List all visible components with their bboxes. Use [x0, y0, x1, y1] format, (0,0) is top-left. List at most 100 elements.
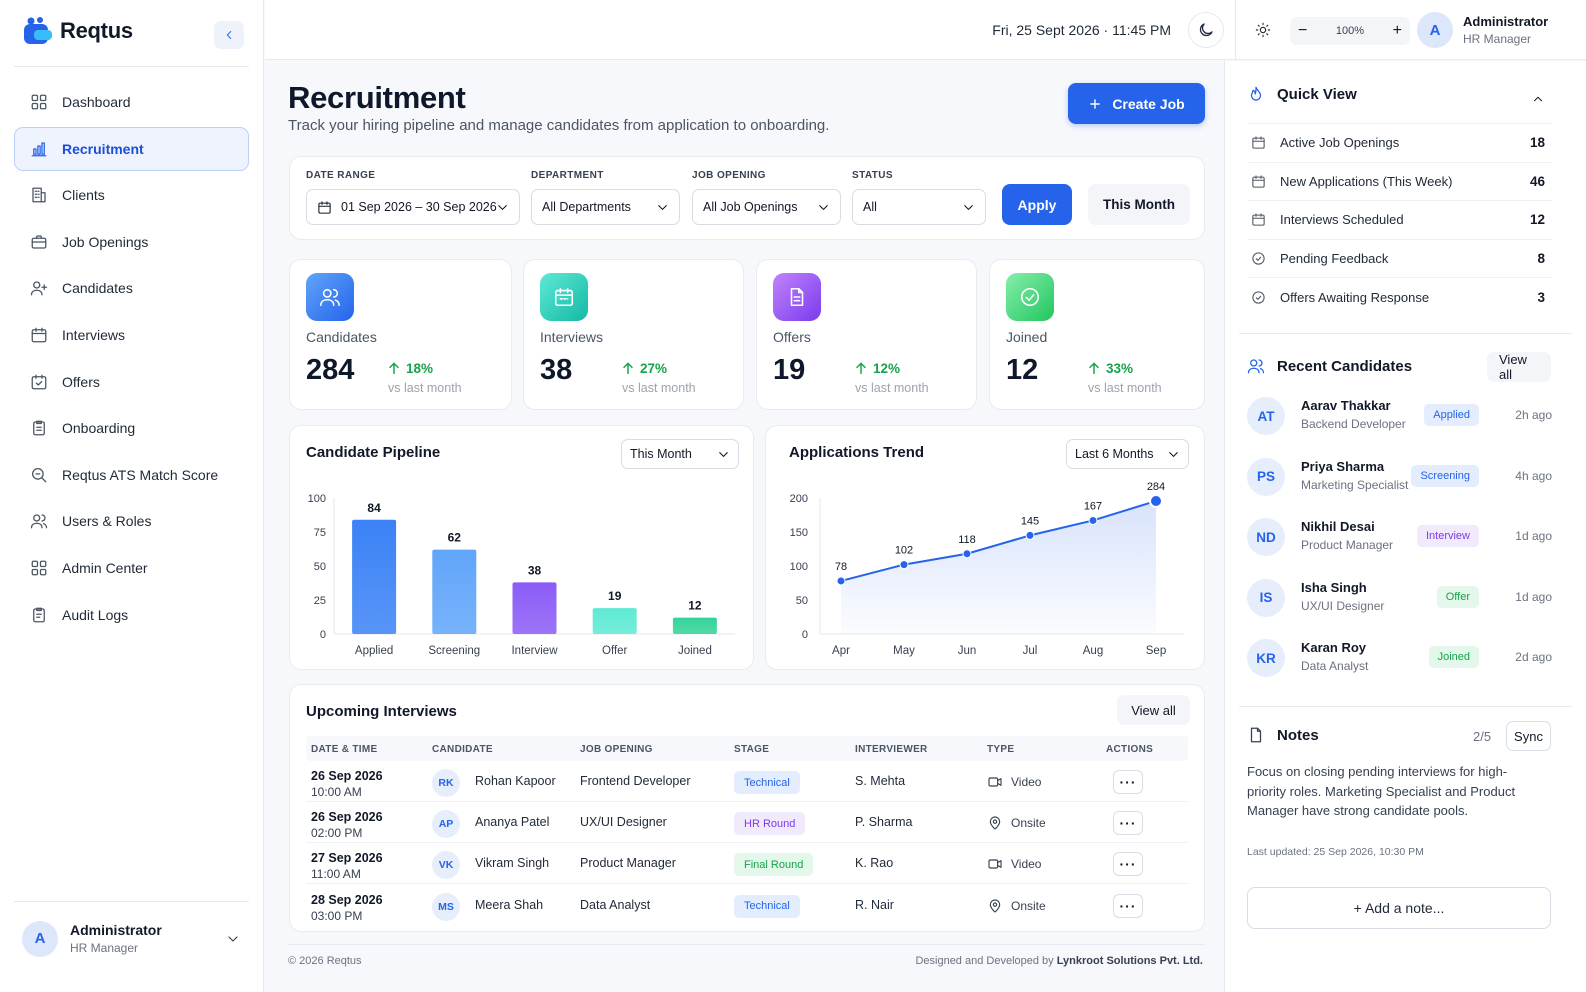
row-actions-button[interactable]: ··· [1113, 893, 1143, 918]
quick-view-label: Active Job Openings [1280, 135, 1400, 151]
sidebar-item-users-roles[interactable]: Users & Roles [14, 499, 249, 543]
status-select[interactable]: All [852, 189, 986, 225]
sidebar-item-recruitment[interactable]: Recruitment [14, 126, 249, 171]
sidebar-item-ats-match-score[interactable]: Reqtus ATS Match Score [14, 453, 249, 497]
candidate-name[interactable]: Ananya Patel [475, 815, 550, 830]
bar-applied[interactable] [352, 519, 397, 634]
brand-logo[interactable]: Reqtus [22, 16, 133, 46]
interviewer: S. Mehta [855, 774, 906, 788]
users-icon [306, 273, 354, 321]
job-opening-select[interactable]: All Job Openings [692, 189, 841, 225]
quick-view-item[interactable]: Interviews Scheduled 12 [1247, 200, 1552, 239]
trend-point-jun[interactable] [962, 549, 972, 559]
add-note-button[interactable]: + Add a note... [1247, 887, 1551, 929]
topbar-user-menu[interactable]: A Administrator HR Manager [1417, 12, 1548, 48]
recent-candidate-item[interactable]: ND Nikhil Desai Product Manager Interview 1d… [1247, 508, 1552, 568]
current-datetime: Fri, 25 Sept 2026 · 11:45 PM [992, 22, 1171, 38]
sidebar-item-interviews[interactable]: Interviews [14, 313, 249, 357]
row-actions-button[interactable]: ··· [1113, 852, 1143, 877]
clipboard-icon [33, 420, 45, 436]
clock-check-icon [1252, 252, 1265, 265]
table-row[interactable]: 28 Sep 2026 03:00 PM MS Meera Shah Data Anal… [306, 885, 1188, 926]
table-row[interactable]: 27 Sep 2026 11:00 AM VK Vikram Singh Product… [306, 843, 1188, 885]
candidate-role: UX/UI Designer [1301, 598, 1385, 613]
trend-point-jul[interactable] [1025, 530, 1035, 540]
column-header: TYPE [987, 744, 1015, 755]
y-tick-label: 75 [314, 527, 326, 539]
status-badge: Screening [1411, 464, 1479, 487]
briefcase-icon [31, 235, 47, 249]
pipeline-period-select[interactable]: This Month [621, 439, 739, 469]
collapse-quick-view-button[interactable] [1524, 87, 1552, 111]
zoom-in-button[interactable]: + [1392, 22, 1402, 39]
row-actions-button[interactable]: ··· [1113, 770, 1143, 794]
flame-icon [1250, 86, 1262, 101]
quick-view-item[interactable]: New Applications (This Week) 46 [1247, 161, 1552, 201]
stat-card-offers[interactable]: Offers 19 12% vs last month [756, 259, 977, 410]
quick-view-title: Quick View [1277, 85, 1357, 103]
trend-period-select[interactable]: Last 6 Months [1066, 439, 1189, 469]
trend-point-apr[interactable] [836, 576, 846, 586]
x-tick-label: Jul [1023, 645, 1038, 657]
this-month-button[interactable]: This Month [1088, 184, 1190, 225]
quick-view-item[interactable]: Active Job Openings 18 [1247, 123, 1552, 162]
right-panel-divider [1239, 706, 1572, 707]
trend-point-sep[interactable] [1149, 494, 1163, 508]
bar-offer[interactable] [592, 608, 637, 634]
job-opening: UX/UI Designer [580, 815, 667, 830]
candidate-time: 2h ago [1515, 408, 1552, 422]
recent-candidate-item[interactable]: IS Isha Singh UX/UI Designer Offer 1d ago [1247, 569, 1552, 629]
bar-joined[interactable] [672, 617, 717, 634]
quick-view-item[interactable]: Offers Awaiting Response 3 [1247, 277, 1552, 316]
sidebar-item-clients[interactable]: Clients [14, 173, 249, 217]
notes-text[interactable]: Focus on closing pending interviews for … [1247, 764, 1516, 818]
candidate-name[interactable]: Vikram Singh [475, 856, 550, 871]
candidate-role: Data Analyst [1301, 659, 1369, 673]
date-range-picker[interactable]: 01 Sep 2026 – 30 Sep 2026 [306, 189, 520, 225]
table-row[interactable]: 26 Sep 2026 10:00 AM RK Rohan Kapoor Fronten… [306, 761, 1188, 802]
candidate-name[interactable]: Meera Shah [475, 897, 544, 912]
collapse-sidebar-button[interactable] [214, 21, 244, 49]
dark-mode-toggle[interactable] [1188, 12, 1224, 48]
sidebar-user-menu[interactable]: A Administrator HR Manager [14, 901, 249, 975]
recent-candidate-item[interactable]: KR Karan Roy Data Analyst Joined 2d ago [1247, 629, 1552, 689]
create-job-button[interactable]: Create Job [1068, 83, 1205, 124]
table-row[interactable]: 26 Sep 2026 02:00 PM AP Ananya Patel UX/UI D… [306, 802, 1188, 844]
department-select[interactable]: All Departments [531, 189, 680, 225]
bar-screening[interactable] [432, 549, 477, 634]
calendar-icon [1252, 175, 1265, 188]
sidebar-item-onboarding[interactable]: Onboarding [14, 406, 249, 450]
stat-card-interviews[interactable]: Interviews 38 27% vs last month [523, 259, 744, 410]
candidate-name[interactable]: Rohan Kapoor [475, 774, 556, 788]
trend-point-may[interactable] [899, 560, 909, 570]
quick-view-item[interactable]: Pending Feedback 8 [1247, 238, 1552, 278]
row-actions-button[interactable]: ··· [1113, 811, 1143, 836]
sidebar-item-candidates[interactable]: Candidates [14, 266, 249, 310]
sidebar-item-job-openings[interactable]: Job Openings [14, 220, 249, 264]
recent-candidate-item[interactable]: AT Aarav Thakkar Backend Developer Applied 2… [1247, 387, 1552, 447]
zoom-out-button[interactable]: − [1298, 22, 1308, 39]
point-value-label: 167 [1084, 500, 1102, 512]
bar-interview[interactable] [512, 582, 557, 634]
interviews-view-all-button[interactable]: View all [1117, 695, 1190, 725]
stat-card-candidates[interactable]: Candidates 284 18% vs last month [289, 259, 512, 410]
stat-card-joined[interactable]: Joined 12 33% vs last month [989, 259, 1205, 410]
right-panel: Quick View Active Job Openings 18 New Ap… [1224, 61, 1586, 992]
recent-candidate-item[interactable]: PS Priya Sharma Marketing Specialist Screen… [1247, 448, 1552, 508]
sidebar-item-offers[interactable]: Offers [14, 360, 249, 404]
trend-line [840, 500, 1157, 582]
footer-credit-company[interactable]: Lynkroot Solutions Pvt. Ltd. [1056, 955, 1203, 967]
sidebar-item-label: Clients [62, 187, 105, 204]
sidebar-item-label: Recruitment [62, 140, 144, 157]
brightness-button[interactable] [1249, 16, 1277, 44]
notes-sync-button[interactable]: Sync [1506, 721, 1551, 751]
apply-button[interactable]: Apply [1002, 184, 1072, 225]
brand-name: Reqtus [60, 18, 133, 43]
sidebar-item-admin-center[interactable]: Admin Center [14, 546, 249, 590]
avatar: IS [1247, 578, 1285, 617]
sidebar-item-dashboard[interactable]: Dashboard [14, 80, 249, 124]
recent-view-all-button[interactable]: View all [1487, 352, 1551, 382]
trend-point-aug[interactable] [1088, 515, 1098, 525]
bar-chart-icon [31, 141, 47, 156]
sidebar-item-audit-logs[interactable]: Audit Logs [14, 593, 249, 637]
